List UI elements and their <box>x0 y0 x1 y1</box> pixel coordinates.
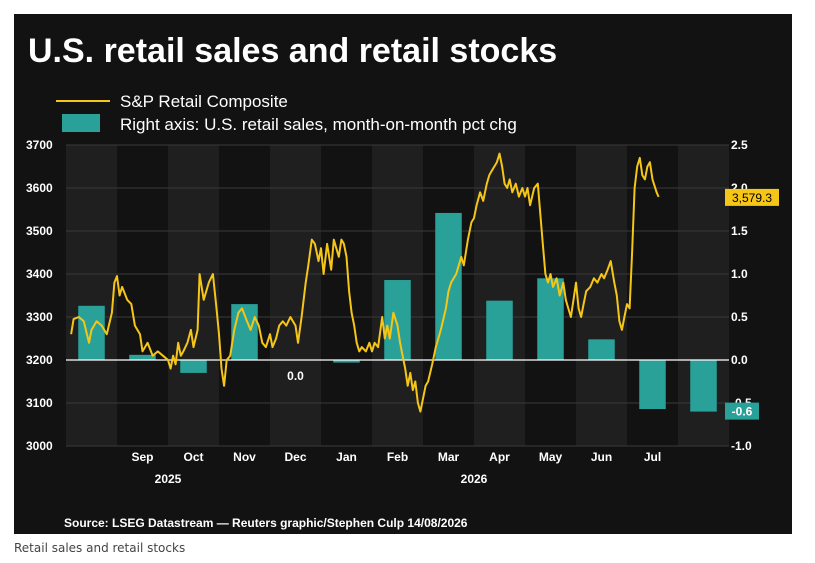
right-axis-tick-label: 1.5 <box>731 224 748 238</box>
left-axis-tick-label: 3600 <box>26 181 53 195</box>
bar-sep <box>129 354 156 360</box>
month-band-2 <box>168 145 219 446</box>
left-axis-tick-label: 3300 <box>26 310 53 324</box>
bar-data-label: -0.6 <box>732 405 753 419</box>
bar-oct <box>180 360 207 373</box>
bar-jul <box>639 360 666 410</box>
left-axis-tick-label: 3500 <box>26 224 53 238</box>
last-line-value-box <box>725 188 779 206</box>
month-label: Jan <box>336 450 357 464</box>
chart-svg: U.S. retail sales and retail stocks S&P … <box>26 32 779 530</box>
month-label: Feb <box>387 450 408 464</box>
left-axis-tick-label: 3000 <box>26 439 53 453</box>
line-series <box>70 152 660 413</box>
left-axis-ticks: 3700 3600 3500 3400 3300 3200 3100 3000 <box>26 138 53 453</box>
month-label: Oct <box>183 450 203 464</box>
chart-source: Source: LSEG Datastream — Reuters graphi… <box>64 516 468 530</box>
month-band-5 <box>321 145 372 446</box>
left-axis-tick-label: 3200 <box>26 353 53 367</box>
chart-graphic: U.S. retail sales and retail stocks S&P … <box>14 14 792 534</box>
month-label: May <box>539 450 563 464</box>
bar-apr <box>486 300 513 360</box>
month-band-10 <box>576 145 627 446</box>
right-axis-tick-label: 1.0 <box>731 267 748 281</box>
x-axis-year-labels: 2025 2026 <box>155 472 488 486</box>
left-axis-tick-label: 3700 <box>26 138 53 152</box>
month-band-0 <box>66 145 117 446</box>
month-label: Nov <box>233 450 256 464</box>
month-label: Dec <box>284 450 306 464</box>
line-last-value-label: 3,579.3 <box>732 191 772 205</box>
right-axis-tick-label: 2.5 <box>731 138 748 152</box>
left-axis-tick-label: 3400 <box>26 267 53 281</box>
month-label: Sep <box>131 450 153 464</box>
right-axis-tick-label: 0.0 <box>731 353 748 367</box>
bar-aug <box>690 360 717 412</box>
month-label: Jun <box>591 450 612 464</box>
bar-feb <box>384 280 411 360</box>
legend: S&P Retail Composite Right axis: U.S. re… <box>56 92 517 134</box>
data-labels: 0.0 -0.6 3,579.3 <box>287 188 779 420</box>
legend-label-line: S&P Retail Composite <box>120 92 288 111</box>
right-axis-tick-label: -1.0 <box>731 439 752 453</box>
month-band-3 <box>219 145 270 446</box>
bar-jun <box>588 339 615 360</box>
month-label: Mar <box>438 450 460 464</box>
chart-title: U.S. retail sales and retail stocks <box>28 32 557 70</box>
legend-label-bar: Right axis: U.S. retail sales, month-on-… <box>120 115 517 134</box>
bar-data-label: 0.0 <box>287 369 304 383</box>
year-label: 2025 <box>155 472 182 486</box>
left-axis-tick-label: 3100 <box>26 396 53 410</box>
figure-caption: Retail sales and retail stocks <box>14 541 186 555</box>
bar-jan <box>333 360 360 363</box>
last-bar-value-box <box>725 402 759 420</box>
x-axis-month-labels: Sep Oct Nov Dec Jan Feb Mar Apr May Jun Jul <box>131 450 661 464</box>
month-band-8 <box>474 145 525 446</box>
legend-bar-swatch <box>62 114 100 132</box>
month-band-4 <box>270 145 321 446</box>
right-axis-tick-label: 0.5 <box>731 310 748 324</box>
year-label: 2026 <box>461 472 488 486</box>
month-label: Jul <box>644 450 661 464</box>
month-label: Apr <box>489 450 510 464</box>
